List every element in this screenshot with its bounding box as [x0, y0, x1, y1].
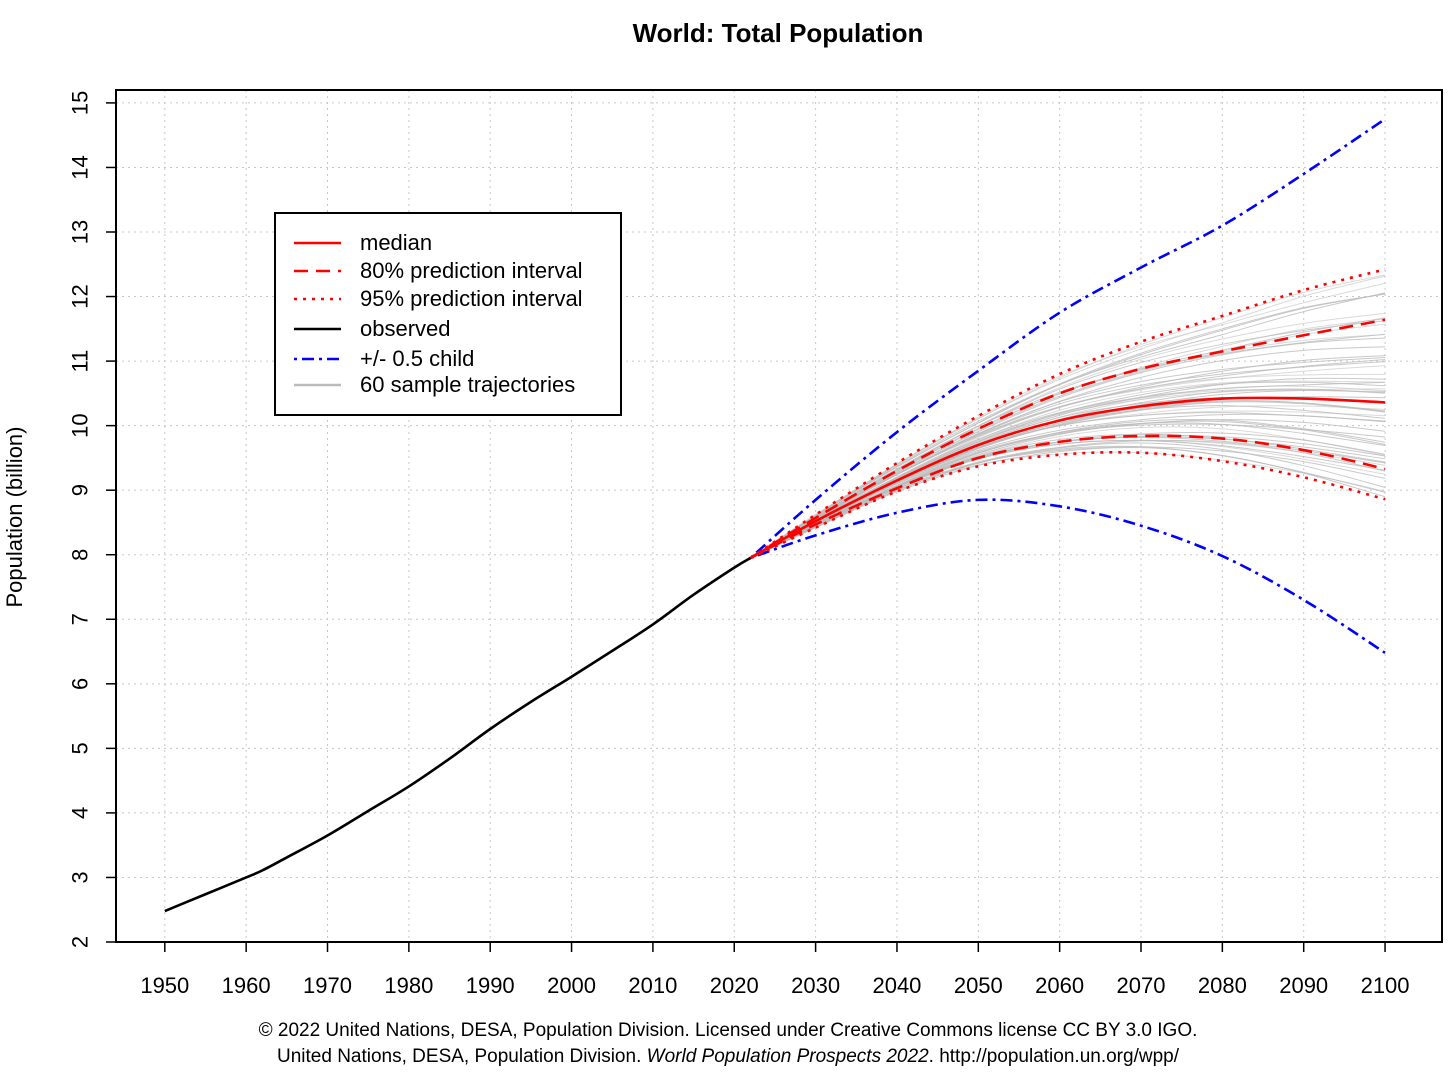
sample-trajectory-line [750, 413, 1386, 559]
x-tick-label: 1990 [466, 973, 515, 998]
footer-line-2-post: . http://population.un.org/wpp/ [928, 1046, 1179, 1067]
series-line-80-upper [749, 318, 1386, 560]
footer-copyright: © 2022 United Nations, DESA, Population … [0, 1020, 1456, 1042]
x-tick-label: 2070 [1117, 973, 1166, 998]
sample-trajectory-line [750, 446, 1386, 559]
y-tick-label: 10 [68, 413, 93, 437]
sample-trajectory-line [750, 381, 1386, 559]
sample-trajectory-line [750, 293, 1386, 559]
population-chart: World: Total Population Population (bill… [2, 18, 1443, 998]
x-tick-label: 2030 [791, 973, 840, 998]
series-line-95-lower [749, 450, 1386, 560]
sample-trajectory-line [750, 292, 1386, 559]
legend-label: +/- 0.5 child [360, 346, 474, 371]
y-tick-label: 6 [68, 678, 93, 690]
series-line--0-5-child [749, 117, 1386, 559]
sample-trajectory-line [750, 401, 1386, 559]
series-line-80-lower [749, 434, 1386, 560]
chart-title: World: Total Population [633, 18, 924, 48]
series-line-observed [164, 556, 752, 913]
footer-line-2-pre: United Nations, DESA, Population Divisio… [277, 1046, 642, 1067]
sample-trajectory-line [750, 440, 1386, 559]
sample-trajectory-line [750, 357, 1386, 559]
series-line--0-5-child [750, 498, 1386, 654]
y-tick-label: 7 [68, 613, 93, 625]
legend-label: median [360, 230, 432, 255]
y-axis-label: Population (billion) [2, 427, 27, 608]
x-tick-label: 2060 [1035, 973, 1084, 998]
y-tick-label: 8 [68, 549, 93, 561]
sample-trajectory-line [750, 274, 1386, 559]
sample-trajectory-line [750, 320, 1386, 559]
x-tick-label: 2090 [1279, 973, 1328, 998]
x-tick-label: 2010 [628, 973, 677, 998]
footer-line-2-title: World Population Prospects 2022 [646, 1046, 929, 1067]
y-tick-label: 4 [68, 807, 93, 819]
legend-label: 80% prediction interval [360, 258, 583, 283]
sample-trajectory-line [750, 423, 1386, 559]
sample-trajectory-line [750, 275, 1386, 559]
footer-line-1: © 2022 United Nations, DESA, Population … [258, 1020, 1198, 1041]
series-lines [164, 117, 1386, 913]
legend-label: 95% prediction interval [360, 286, 583, 311]
y-tick-label: 14 [68, 155, 93, 179]
y-tick-label: 11 [68, 350, 93, 373]
legend-label: observed [360, 316, 451, 341]
y-tick-label: 5 [68, 742, 93, 754]
y-tick-label: 15 [68, 91, 93, 115]
series-line-median [749, 396, 1386, 560]
y-tick-label: 2 [68, 936, 93, 948]
legend-label: 60 sample trajectories [360, 372, 575, 397]
x-tick-label: 2000 [547, 973, 596, 998]
sample-trajectory-line [750, 412, 1386, 559]
legend-box [274, 212, 622, 416]
series-line-95-upper [749, 268, 1386, 560]
x-tick-label: 2020 [710, 973, 759, 998]
y-axis: 2 3 4 5 6 7 8 9 10 11 12 13 14 15 [68, 91, 117, 948]
x-tick-label: 2080 [1198, 973, 1247, 998]
sample-trajectories [750, 274, 1386, 559]
x-tick-label: 2050 [954, 973, 1003, 998]
sample-trajectory-line [750, 293, 1386, 559]
x-axis: 1950 1960 1970 1980 1990 2000 2010 2020 2030 2040… [140, 941, 1410, 998]
legend: median 80% prediction interval 95% predict… [274, 212, 622, 416]
x-tick-label: 1950 [140, 973, 189, 998]
footer-citation: United Nations, DESA, Population Divisio… [0, 1046, 1456, 1068]
x-tick-label: 2100 [1361, 973, 1410, 998]
x-tick-label: 1980 [384, 973, 433, 998]
y-tick-label: 3 [68, 871, 93, 883]
y-tick-label: 9 [68, 484, 93, 496]
y-tick-label: 12 [68, 284, 93, 308]
x-tick-label: 2040 [872, 973, 921, 998]
y-tick-label: 13 [68, 220, 93, 244]
x-tick-label: 1960 [222, 973, 271, 998]
x-tick-label: 1970 [303, 973, 352, 998]
